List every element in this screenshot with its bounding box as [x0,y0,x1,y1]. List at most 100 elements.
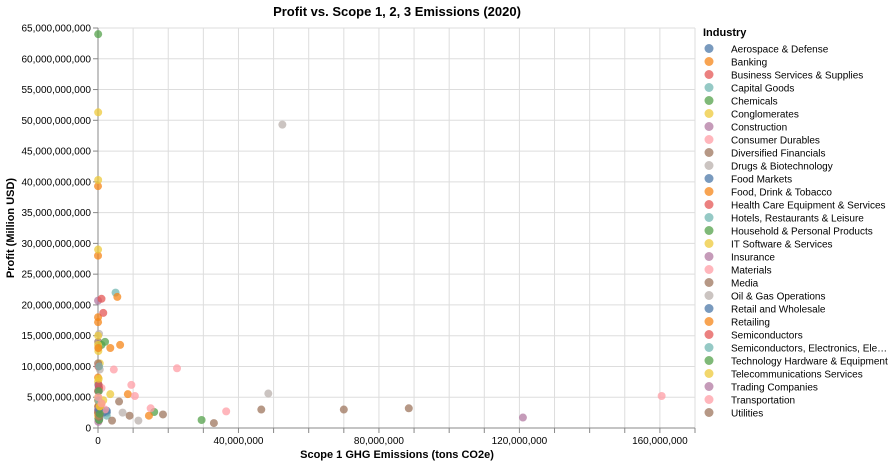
data-point[interactable] [95,362,104,371]
data-point[interactable] [94,387,103,396]
data-point[interactable] [108,416,117,425]
data-point[interactable] [264,389,273,398]
data-point[interactable] [118,408,127,417]
data-point[interactable] [97,294,106,303]
y-tick-label: 25,000,000,000 [21,270,91,281]
x-tick-label: 120,000,000 [492,436,548,447]
legend: Industry Aerospace & Defense Banking Busin… [703,27,888,420]
legend-label: Oil & Gas Operations [731,292,825,303]
legend-label: Business Services & Supplies [731,71,863,82]
legend-swatch [704,382,714,391]
legend-swatch [704,356,714,365]
data-point[interactable] [94,374,103,383]
data-point[interactable] [94,108,103,117]
data-point[interactable] [94,344,103,352]
legend-swatch [704,213,714,222]
legend-label: Hotels, Restaurants & Leisure [731,214,864,225]
data-point[interactable] [94,30,103,39]
data-point[interactable] [113,292,122,301]
legend-swatch [704,148,714,157]
legend-label: Construction [731,123,787,134]
data-point[interactable] [257,405,266,414]
legend-swatch [704,317,714,326]
data-point[interactable] [109,365,118,374]
legend-label: Aerospace & Defense [731,45,829,56]
data-point[interactable] [518,413,527,422]
data-point[interactable] [94,331,103,340]
data-point[interactable] [222,407,231,416]
data-point[interactable] [123,390,132,399]
data-point[interactable] [158,410,167,419]
y-axis-title: Profit (Million USD) [5,178,17,279]
legend-swatch [704,226,714,235]
data-point[interactable] [130,392,139,400]
x-tick-label: 0 [95,436,101,447]
data-point[interactable] [106,344,115,352]
y-tick-label: 40,000,000,000 [21,177,91,188]
legend-label: Banking [731,58,767,69]
data-point[interactable] [95,409,104,418]
data-point[interactable] [99,308,108,317]
legend-label: Food, Drink & Tobacco [731,188,832,199]
legend-swatch [704,83,714,92]
legend-label: Consumer Durables [731,136,820,147]
legend-swatch [704,161,714,170]
data-point[interactable] [106,390,115,399]
data-point[interactable] [115,397,124,406]
data-point[interactable] [278,120,287,129]
data-point[interactable] [209,419,218,428]
data-point[interactable] [94,182,103,191]
data-point[interactable] [404,404,413,413]
chart-title: Profit vs. Scope 1, 2, 3 Emissions (2020… [273,4,521,19]
legend-swatch [704,369,714,378]
legend-swatch [704,343,714,352]
data-point[interactable] [134,416,143,425]
data-point[interactable] [125,411,134,420]
data-point[interactable] [94,176,103,184]
data-point[interactable] [197,416,206,424]
data-point[interactable] [97,399,106,408]
legend-label: Trading Companies [731,383,818,394]
data-point[interactable] [144,411,153,420]
legend-swatch [704,408,714,417]
x-tick-label: 80,000,000 [354,436,404,447]
legend-label: Semiconductors [731,331,803,342]
legend-label: Diversified Financials [731,149,825,160]
legend-swatch [704,96,714,105]
legend-swatch [704,135,714,144]
data-point[interactable] [94,251,103,260]
data-point[interactable] [339,405,348,414]
data-point[interactable] [116,340,125,349]
data-point[interactable] [146,404,155,413]
axes: 0 40,000,000 80,000,000 120,000,000 160,000,… [21,24,696,447]
data-point[interactable] [173,364,182,373]
legend-label: Food Markets [731,175,792,186]
legend-label: Drugs & Biotechnology [731,162,833,173]
y-tick-label: 55,000,000,000 [21,85,91,96]
y-tick-label: 5,000,000,000 [27,393,91,404]
legend-label: Retailing [731,318,770,329]
y-tick-label: 15,000,000,000 [21,331,91,342]
legend-swatch [704,278,714,287]
legend-label: Health Care Equipment & Services [731,201,886,212]
grid [97,27,696,429]
data-point[interactable] [94,393,103,402]
data-points [94,30,666,428]
legend-label: Materials [731,266,772,277]
legend-swatch [704,187,714,196]
x-tick-label: 160,000,000 [632,436,688,447]
y-tick-label: 0 [85,424,91,435]
data-point[interactable] [94,245,103,254]
legend-swatch [704,330,714,339]
data-point[interactable] [94,318,103,327]
y-tick-label: 50,000,000,000 [21,116,91,127]
legend-label: Telecommunications Services [731,370,863,381]
data-point[interactable] [657,392,666,400]
data-point[interactable] [127,380,136,389]
legend-swatch [704,57,714,66]
legend-swatch [704,109,714,118]
legend-label: Semiconductors, Electronics, Ele… [731,344,887,355]
y-tick-label: 30,000,000,000 [21,239,91,250]
data-point[interactable] [94,380,103,389]
